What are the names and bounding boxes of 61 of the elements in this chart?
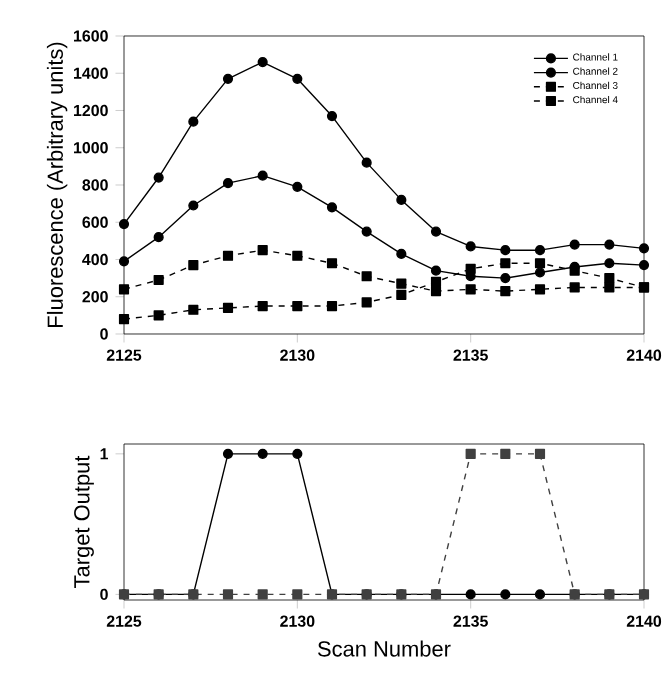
point [326,300,338,312]
point [188,260,199,271]
y-axis-title: Fluorescence (Arbitrary units) [46,42,68,327]
point [500,286,511,297]
point [257,170,268,181]
point [222,302,234,313]
x-axis-title: Scan Number [318,640,451,657]
point [326,202,338,213]
point [188,116,199,127]
point [222,178,234,189]
point [396,248,407,259]
point [534,245,546,256]
point [534,267,546,278]
point [569,282,580,293]
point [569,239,580,250]
point [465,284,476,295]
point [222,250,234,261]
point [604,258,615,269]
point [396,289,407,300]
point [222,73,234,84]
point [257,300,268,312]
point [118,219,130,230]
point [292,300,303,312]
point [326,111,338,122]
point [361,297,372,308]
point [257,56,268,68]
point [292,73,303,84]
point [500,258,511,269]
point [604,282,615,293]
point [153,172,164,183]
point [361,226,372,237]
point [153,232,164,243]
point [188,304,199,315]
y-axis-title: Target Output [74,455,94,588]
point [188,200,199,211]
point [534,284,546,295]
point [153,274,164,286]
point [430,265,442,276]
point [361,157,372,168]
point [361,271,372,282]
point [326,258,338,269]
point [534,258,546,269]
point [118,256,130,267]
point [396,278,407,289]
point [430,276,442,287]
point [604,273,615,284]
point [257,245,268,256]
point [638,243,650,254]
point [500,273,511,284]
point [292,181,303,192]
point [500,245,511,256]
point [292,250,303,261]
point [153,310,164,321]
point [118,314,130,325]
point [396,194,407,205]
point [430,226,442,237]
point [118,284,130,295]
point [604,239,615,250]
point [465,263,476,274]
point [465,241,476,252]
point [638,260,650,271]
